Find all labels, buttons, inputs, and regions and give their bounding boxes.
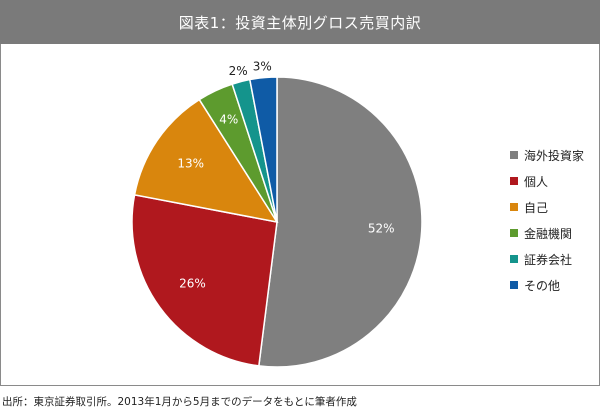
- data-label-6: 3%: [253, 60, 272, 74]
- legend-label: 証券会社: [524, 252, 573, 267]
- pie-slice-3: [133, 98, 279, 224]
- legend-label: その他: [524, 278, 561, 293]
- legend-item-5: 証券会社: [510, 246, 584, 272]
- legend-swatch: [510, 203, 518, 211]
- chart-legend: 海外投資家個人自己金融機関証券会社その他: [510, 142, 584, 298]
- data-label-1: 52%: [368, 222, 395, 236]
- legend-item-1: 海外投資家: [510, 142, 584, 168]
- pie-slice-1: [257, 76, 423, 368]
- pie-slice-6: [248, 76, 278, 223]
- legend-label: 金融機関: [524, 226, 573, 241]
- legend-label: 自己: [524, 200, 549, 215]
- source-note: 出所：東京証券取引所。2013年1月から5月までのデータをもとに筆者作成: [2, 396, 357, 408]
- legend-item-6: その他: [510, 272, 584, 298]
- data-label-4: 4%: [219, 113, 238, 127]
- legend-swatch: [510, 229, 518, 237]
- data-label-5: 2%: [229, 64, 248, 78]
- legend-swatch: [510, 177, 518, 185]
- chart-title: 図表1：投資主体別グロス売買内訳: [178, 13, 422, 32]
- legend-swatch: [510, 281, 518, 289]
- legend-item-4: 金融機関: [510, 220, 584, 246]
- pie-slice-2: [131, 193, 278, 367]
- legend-swatch: [510, 255, 518, 263]
- pie-chart: 52% 26% 13% 4% 2% 3%: [131, 60, 423, 368]
- legend-swatch: [510, 151, 518, 159]
- chart-title-bar: 図表1：投資主体別グロス売買内訳: [0, 0, 600, 44]
- legend-label: 個人: [524, 174, 549, 189]
- legend-label: 海外投資家: [524, 148, 585, 163]
- legend-item-3: 自己: [510, 194, 584, 220]
- data-label-2: 26%: [179, 276, 206, 290]
- data-label-3: 13%: [177, 156, 204, 170]
- legend-item-2: 個人: [510, 168, 584, 194]
